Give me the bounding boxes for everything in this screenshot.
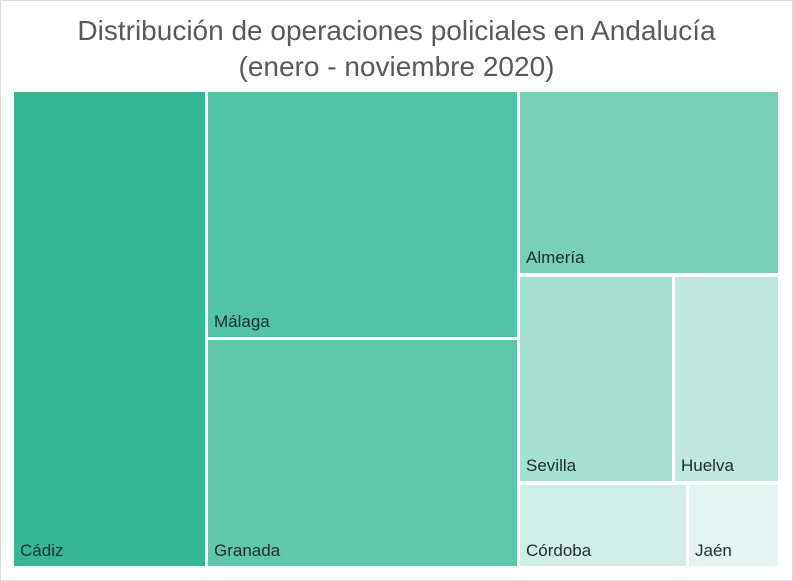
chart-subtitle: (enero - noviembre 2020): [238, 51, 555, 82]
tile-label-cadiz: Cádiz: [20, 541, 63, 560]
tile-granada: [208, 340, 517, 566]
tile-label-huelva: Huelva: [681, 456, 734, 475]
tile-jaen: [689, 485, 778, 566]
tile-huelva: [675, 277, 778, 481]
tile-label-jaen: Jaén: [695, 541, 732, 560]
tile-label-cordoba: Córdoba: [526, 541, 592, 560]
tile-almeria: [520, 92, 778, 273]
tile-label-malaga: Málaga: [214, 312, 270, 331]
tile-sevilla: [520, 277, 672, 481]
chart-title: Distribución de operaciones policiales e…: [77, 15, 716, 46]
tile-cordoba: [520, 485, 686, 566]
tile-label-granada: Granada: [214, 541, 281, 560]
tile-cadiz: [14, 92, 205, 566]
tile-label-sevilla: Sevilla: [526, 456, 577, 475]
tile-label-almeria: Almería: [526, 248, 585, 267]
tile-malaga: [208, 92, 517, 337]
